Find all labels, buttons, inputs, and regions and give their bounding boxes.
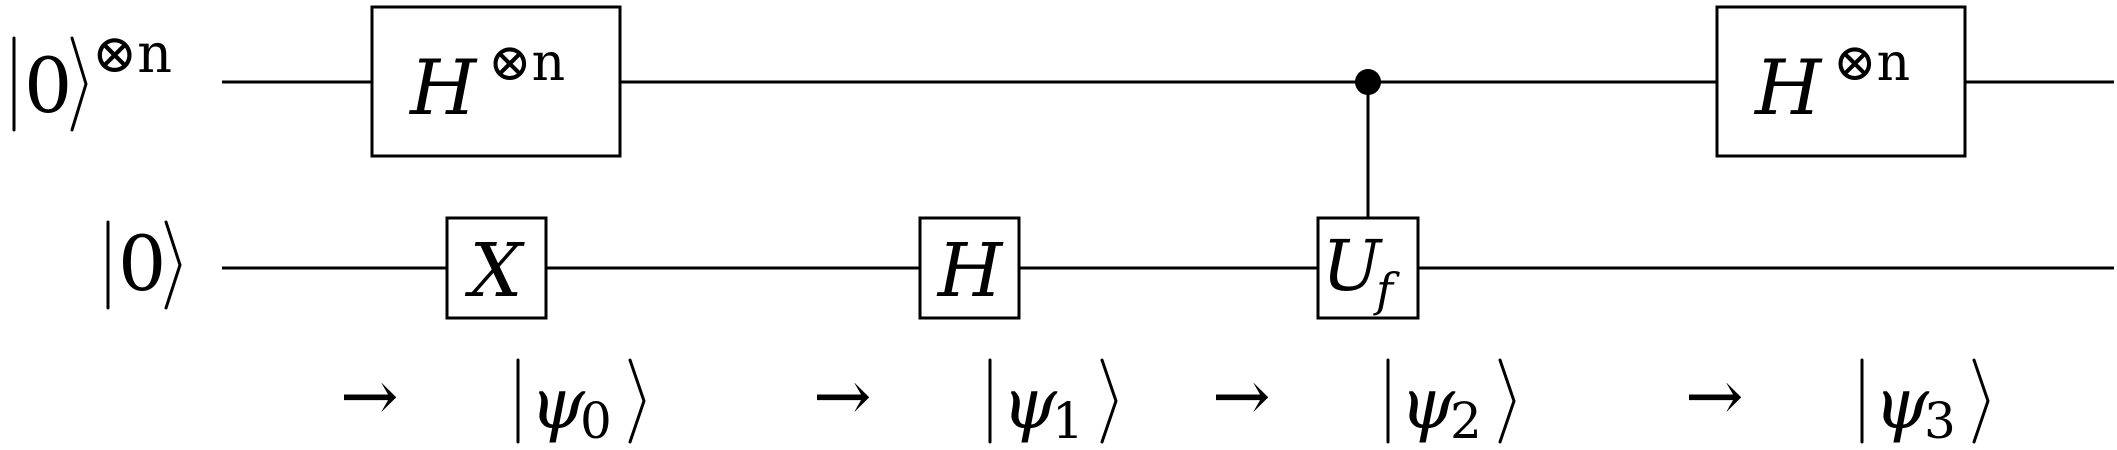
oracle-gate: U f (1316, 216, 1420, 320)
gate-label: H (936, 228, 1004, 314)
psi-index: 2 (1450, 392, 1482, 450)
psi-symbol: ψ (1874, 363, 1930, 445)
gate-power: ⊗n (1833, 33, 1910, 93)
register-ket-value: 0 (24, 41, 72, 130)
gate-label: H (408, 43, 478, 132)
hadamard-n-gate-first: H ⊗n (370, 5, 622, 158)
psi-index: 0 (580, 392, 612, 450)
register-input-label: 0 ⊗n (12, 22, 172, 132)
psi-index: 1 (1052, 392, 1084, 450)
gate-label: H (1753, 43, 1823, 132)
state-psi-0: → ψ 0 (340, 355, 646, 450)
ancilla-ket-value: 0 (118, 219, 166, 308)
x-gate: X (445, 216, 548, 320)
arrow: → (340, 355, 399, 437)
control-dot (1355, 69, 1381, 95)
state-psi-3: → ψ 3 (1685, 355, 1990, 450)
arrow: → (1212, 355, 1271, 437)
state-psi-1: → ψ 1 (813, 355, 1118, 450)
psi-index: 3 (1924, 392, 1956, 450)
hadamard-gate: H (918, 216, 1021, 320)
register-tensor-power: ⊗n (92, 22, 172, 85)
ancilla-input-label: 0 (106, 219, 182, 310)
hadamard-n-gate-last: H ⊗n (1715, 5, 1967, 158)
gate-power: ⊗n (488, 33, 565, 93)
psi-symbol: ψ (1002, 363, 1058, 445)
gate-label: U (1322, 225, 1383, 307)
psi-symbol: ψ (1400, 363, 1456, 445)
gate-label: X (465, 228, 526, 314)
psi-symbol: ψ (530, 363, 586, 445)
arrow: → (1685, 355, 1744, 437)
state-psi-2: → ψ 2 (1212, 355, 1516, 450)
arrow: → (813, 355, 872, 437)
